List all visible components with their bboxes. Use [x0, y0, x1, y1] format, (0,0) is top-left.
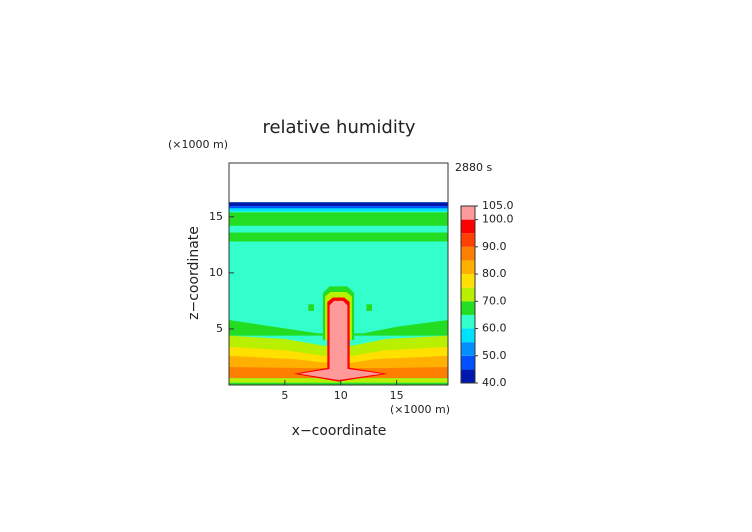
x-unit: (×1000 m) — [390, 403, 450, 416]
x-axis-label: x−coordinate — [292, 423, 387, 439]
colorbar-band — [461, 287, 475, 302]
x-tick-label: 5 — [281, 389, 288, 402]
contour-band — [229, 232, 448, 242]
plot-frame — [228, 162, 449, 386]
contour-band — [229, 206, 448, 209]
field — [229, 202, 448, 385]
colorbar-band — [461, 342, 475, 356]
colorbar-band — [461, 355, 475, 370]
y-unit: (×1000 m) — [168, 138, 228, 151]
colorbar-band — [461, 233, 475, 247]
colorbar-band — [461, 369, 475, 383]
colorbar-tick-label: 90.0 — [482, 240, 507, 253]
colorbar-band — [461, 274, 475, 288]
colorbar-tick-label: 70.0 — [482, 294, 507, 307]
y-axis-label: z−coordinate — [186, 226, 202, 320]
y-tick-label: 5 — [216, 322, 223, 335]
y-tick-label: 10 — [209, 266, 223, 279]
colorbar-tick-label: 105.0 — [482, 199, 514, 212]
x-tick-label: 15 — [390, 389, 404, 402]
colorbar-tick-label: 50.0 — [482, 349, 507, 362]
contour-band — [366, 304, 373, 311]
colorbar-tick-label: 40.0 — [482, 376, 507, 389]
colorbar-frame — [460, 205, 476, 384]
chart-title: relative humidity — [262, 117, 415, 138]
colorbar-tick-label: 80.0 — [482, 267, 507, 280]
contour-band — [329, 300, 348, 372]
colorbar-band — [461, 246, 475, 261]
colorbar-tick-label: 100.0 — [482, 213, 514, 226]
colorbar-band — [461, 301, 475, 315]
colorbar-band — [461, 260, 475, 275]
contour-band — [229, 382, 448, 385]
contour-band — [229, 319, 448, 336]
contour-band — [229, 212, 448, 226]
contour-band — [229, 202, 448, 207]
colorbar-band — [461, 314, 475, 329]
time-label: 2880 s — [455, 161, 492, 174]
y-tick-label: 15 — [209, 210, 223, 223]
contour-band — [229, 208, 448, 212]
x-tick-label: 10 — [334, 389, 348, 402]
colorbar-band — [461, 328, 475, 343]
colorbar-band — [461, 206, 475, 220]
contour-band — [299, 367, 383, 380]
contour-band — [308, 304, 314, 311]
colorbar-tick-label: 60.0 — [482, 322, 507, 335]
colorbar-band — [461, 219, 475, 234]
